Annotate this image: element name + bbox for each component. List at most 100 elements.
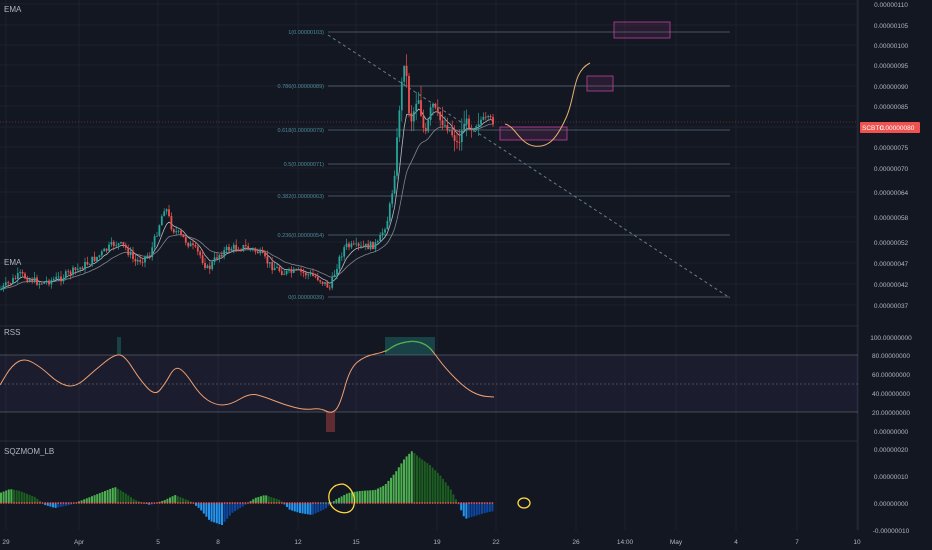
momentum-bar: [434, 470, 437, 503]
candle: [434, 103, 437, 108]
squeeze-dot: [384, 502, 387, 504]
squeeze-dot: [296, 502, 299, 504]
squeeze-dot: [382, 502, 385, 504]
rsi-axis[interactable]: 100.00000000 80.00000000 60.00000000 40.000…: [870, 335, 912, 436]
squeeze-dot: [322, 502, 325, 504]
candle: [93, 256, 96, 262]
rsi-band: [0, 355, 858, 412]
candle: [271, 262, 274, 271]
squeeze-dot: [442, 502, 444, 504]
momentum-bar: [299, 503, 301, 513]
candle: [268, 262, 271, 264]
squeeze-dot: [475, 502, 478, 504]
squeeze-dot: [122, 502, 125, 504]
momentum-axis[interactable]: 0.00000020 0.00000010 0.00000000 -0.0000001…: [873, 447, 910, 535]
squeeze-dot: [65, 502, 67, 504]
momentum-bar: [431, 467, 434, 503]
candle: [57, 276, 60, 278]
momentum-bar: [286, 503, 288, 507]
candle: [206, 265, 209, 268]
momentum-bar: [291, 503, 294, 511]
candle: [302, 271, 305, 273]
momentum-histogram: [0, 451, 494, 525]
squeeze-dot: [262, 502, 265, 504]
candle: [374, 242, 377, 250]
candle: [69, 271, 72, 275]
candle: [218, 254, 221, 259]
candle: [290, 269, 293, 273]
squeeze-dot: [291, 502, 294, 504]
momentum-bar: [436, 472, 439, 503]
momentum-bar: [179, 497, 182, 503]
squeeze-dot: [410, 502, 413, 504]
momentum-bar: [319, 503, 322, 511]
squeeze-dot: [223, 502, 226, 504]
momentum-bar: [5, 490, 8, 503]
momentum-bar: [358, 491, 361, 503]
price-tick-label: 0.00000085: [874, 104, 909, 111]
squeeze-dot: [109, 502, 112, 504]
momentum-bar: [176, 496, 179, 503]
momentum-bar: [91, 496, 93, 503]
rsi-tick-label: 0.00000000: [874, 429, 909, 436]
price-axis[interactable]: 0.00000110 0.00000105 0.00000100 0.00000095…: [874, 2, 909, 310]
momentum-bar: [439, 475, 442, 503]
momentum-bar: [210, 503, 213, 522]
squeeze-dot: [5, 502, 8, 504]
candle: [252, 248, 254, 250]
momentum-bar: [390, 477, 392, 503]
candle: [108, 244, 110, 251]
candle: [312, 273, 314, 277]
momentum-bar: [270, 497, 273, 503]
candle: [36, 277, 38, 285]
candle: [400, 81, 403, 111]
squeeze-dot: [249, 502, 252, 504]
candle: [9, 283, 12, 284]
candle: [43, 281, 46, 284]
price-tick-label: 0.00000042: [874, 282, 909, 289]
candle: [328, 287, 331, 289]
candle: [348, 243, 350, 248]
squeeze-dot: [283, 502, 286, 504]
momentum-bar: [205, 503, 208, 517]
time-tick-label: 22: [492, 539, 500, 546]
candle: [4, 282, 7, 286]
squeeze-dot: [278, 502, 281, 504]
candle: [292, 269, 295, 273]
candle: [201, 255, 204, 263]
squeeze-dot: [106, 502, 109, 504]
squeeze-dot: [400, 502, 403, 504]
squeeze-dot: [174, 502, 177, 504]
momentum-bar: [44, 503, 47, 506]
momentum-bar: [483, 503, 486, 514]
candle: [249, 248, 252, 250]
squeeze-dot: [218, 502, 221, 504]
momentum-bar: [397, 467, 400, 503]
candle: [19, 272, 22, 274]
candle: [16, 273, 19, 279]
momentum-bar: [468, 503, 470, 518]
candle: [276, 267, 278, 269]
trend-line: [327, 34, 731, 299]
squeeze-dot: [361, 502, 364, 504]
squeeze-dot: [468, 502, 470, 504]
candle: [153, 236, 156, 248]
squeeze-dot: [137, 502, 140, 504]
squeeze-dot: [80, 502, 83, 504]
time-axis[interactable]: 29 Apr 5 8 12 15 19 22 26 14:00 May 4 7 10: [2, 539, 861, 546]
candle: [362, 245, 365, 247]
candle: [163, 211, 166, 217]
squeeze-dot: [91, 502, 93, 504]
momentum-bar: [418, 457, 421, 503]
time-tick-label: 12: [294, 539, 302, 546]
candle: [254, 248, 257, 252]
momentum-bar: [296, 503, 299, 513]
rsi-tick-label: 60.00000000: [872, 372, 910, 379]
candle: [81, 267, 84, 270]
squeeze-dot: [166, 502, 169, 504]
annotation-circle: [328, 483, 356, 514]
candle: [372, 241, 374, 250]
candle: [408, 75, 410, 114]
momentum-bar: [96, 494, 99, 503]
